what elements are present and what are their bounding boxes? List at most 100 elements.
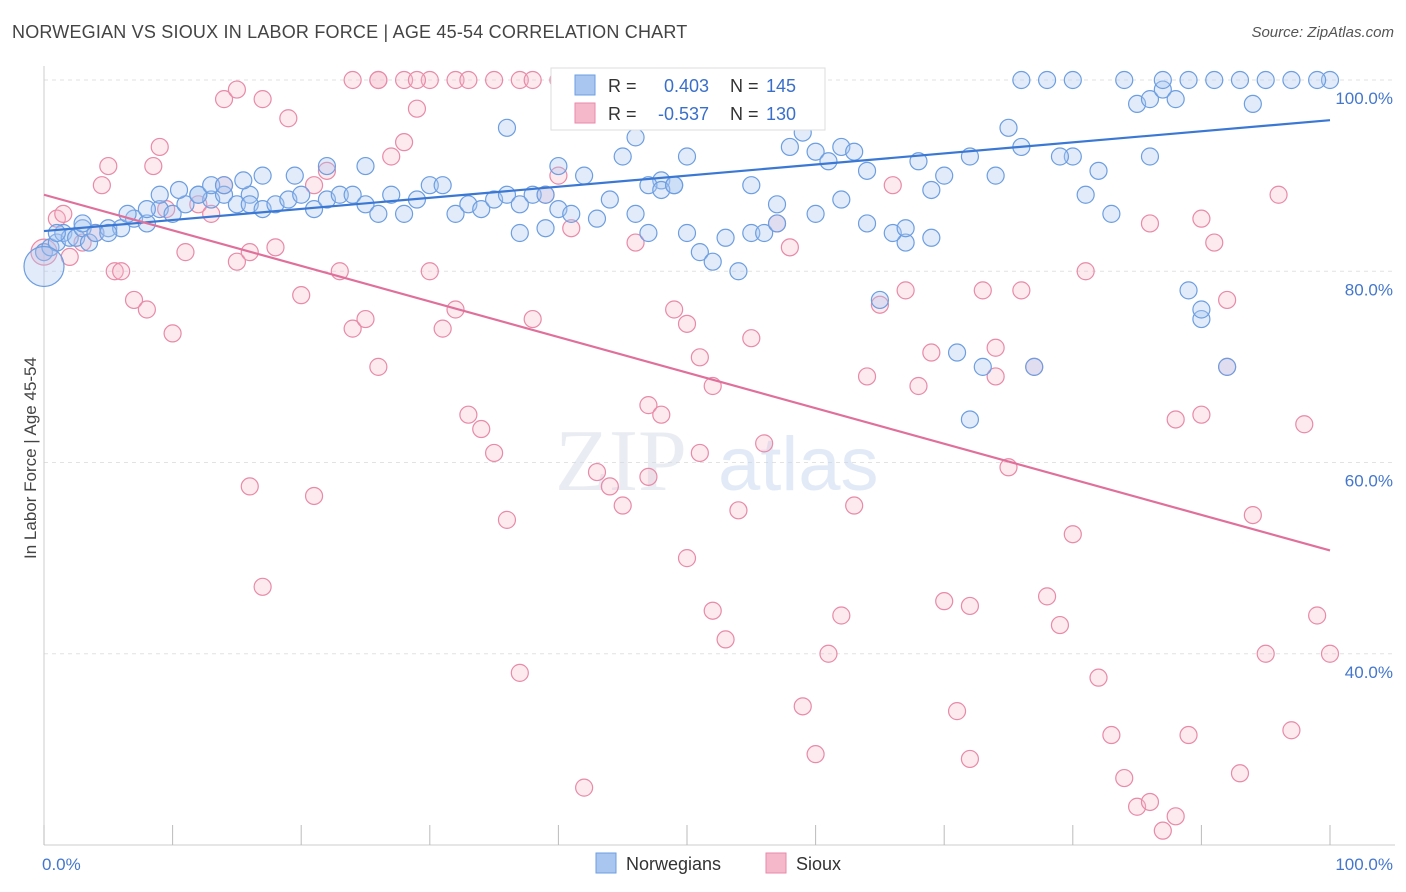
norwegian-point-138 [1140,147,1160,166]
sioux-point-80 [716,630,735,649]
norwegian-point-52 [446,204,465,223]
sioux-point-82 [677,549,697,568]
sioux-point-98 [896,281,915,300]
watermark: ZIP atlas [555,413,879,510]
y-axis-label: In Labor Force | Age 45-54 [21,357,40,559]
norwegian-point-26 [150,185,169,204]
norwegian-point-19 [227,195,246,214]
watermark-zip: ZIP [555,413,687,510]
sioux-point-109 [1037,587,1057,606]
norwegian-point-125 [1115,70,1134,90]
legend-n-value-0: 145 [766,76,796,96]
norwegian-point-39 [330,185,349,204]
norwegian-point-117 [1140,90,1160,109]
norwegian-point-133 [1308,70,1327,90]
norwegian-point-83 [536,219,555,238]
sioux-point-49 [510,70,529,90]
norwegian-point-101 [935,166,954,185]
sioux-point-31 [343,319,362,338]
sioux-point-122 [1205,233,1224,252]
norwegian-point-28 [189,185,208,204]
chart-title: NORWEGIAN VS SIOUX IN LABOR FORCE | AGE … [12,22,688,42]
norwegian-point-46 [369,204,388,223]
sioux-point-91 [806,745,825,764]
sioux-point-10 [124,290,144,310]
sioux-point-125 [1243,505,1262,525]
norwegian-point-57 [510,195,529,214]
sioux-point-99 [909,376,928,396]
sioux-point-134 [1192,209,1211,228]
sioux-point-21 [214,90,234,109]
trend-lines [43,119,1331,552]
norwegian-point-136 [1050,147,1070,166]
norwegian-cluster-point [23,245,65,288]
sioux-point-132 [1140,214,1160,233]
sioux-point-70 [587,462,607,482]
bottom-legend-label-0: Norwegians [626,854,721,874]
norwegian-point-97 [857,214,877,233]
sioux-point-48 [485,70,504,90]
norwegian-point-102 [832,190,851,209]
sioux-point-64 [510,663,529,682]
bottom-legend-swatch-0 [595,852,617,874]
norwegian-point-64 [575,166,594,185]
sioux-point-74 [639,396,658,415]
sioux-point-100 [922,343,941,362]
sioux-point-2 [54,204,73,223]
norwegian-point-54 [472,199,491,219]
norwegian-point-48 [394,204,414,223]
sioux-point-41 [240,477,259,496]
sioux-point-45 [394,70,414,90]
sioux-point-83 [690,443,709,463]
norwegian-point-14 [163,204,182,223]
sioux-point-86 [742,329,761,348]
norwegian-points [23,70,1340,429]
sioux-point-8 [105,262,124,281]
sioux-point-35 [394,133,414,152]
legend-r-label-0: R = [608,76,637,96]
sioux-point-26 [279,109,298,128]
sioux-point-89 [780,238,799,257]
norwegian-point-58 [523,185,542,204]
norwegian-point-130 [1256,70,1275,90]
sioux-point-38 [433,319,452,338]
norwegian-point-121 [1192,309,1211,329]
norwegian-point-45 [356,156,375,176]
norwegian-point-18 [214,185,234,204]
norwegian-point-92 [767,195,787,214]
sioux-point-112 [1076,262,1095,281]
norwegian-point-93 [806,204,825,223]
norwegian-point-76 [755,223,774,243]
sioux-point-101 [935,592,954,611]
sioux-point-47 [446,70,465,90]
sioux-point-96 [870,295,890,314]
sioux-point-121 [1192,405,1211,424]
legend-n-label-1: N = [730,104,759,124]
norwegian-point-27 [169,180,189,200]
sioux-point-93 [832,606,851,625]
sioux-point-40 [459,405,478,424]
norwegian-point-22 [73,214,92,233]
legend-r-value-1: -0.537 [658,104,709,124]
norwegian-point-103 [870,290,890,310]
legend-n-label-0: N = [730,76,759,96]
sioux-point-77 [677,314,697,333]
norwegian-point-86 [626,128,645,147]
legend-r-value-0: 0.403 [664,76,709,96]
sioux-point-65 [523,309,542,329]
sioux-point-128 [1282,721,1301,740]
norwegian-point-67 [639,223,658,243]
legend-box: R = 0.403 N = 145 R = -0.537 N = 130 [550,67,826,131]
sioux-trend-line [43,193,1331,552]
norwegian-point-66 [626,204,645,223]
sioux-point-90 [793,697,812,716]
norwegian-point-124 [1063,70,1082,90]
norwegian-point-91 [742,176,761,195]
norwegian-point-90 [677,147,697,166]
norwegian-point-73 [716,228,735,247]
sioux-point-110 [1050,615,1070,635]
norwegian-point-105 [896,219,915,238]
norwegian-point-43 [285,166,304,185]
sioux-point-124 [1230,764,1250,783]
sioux-point-120 [1179,725,1198,745]
